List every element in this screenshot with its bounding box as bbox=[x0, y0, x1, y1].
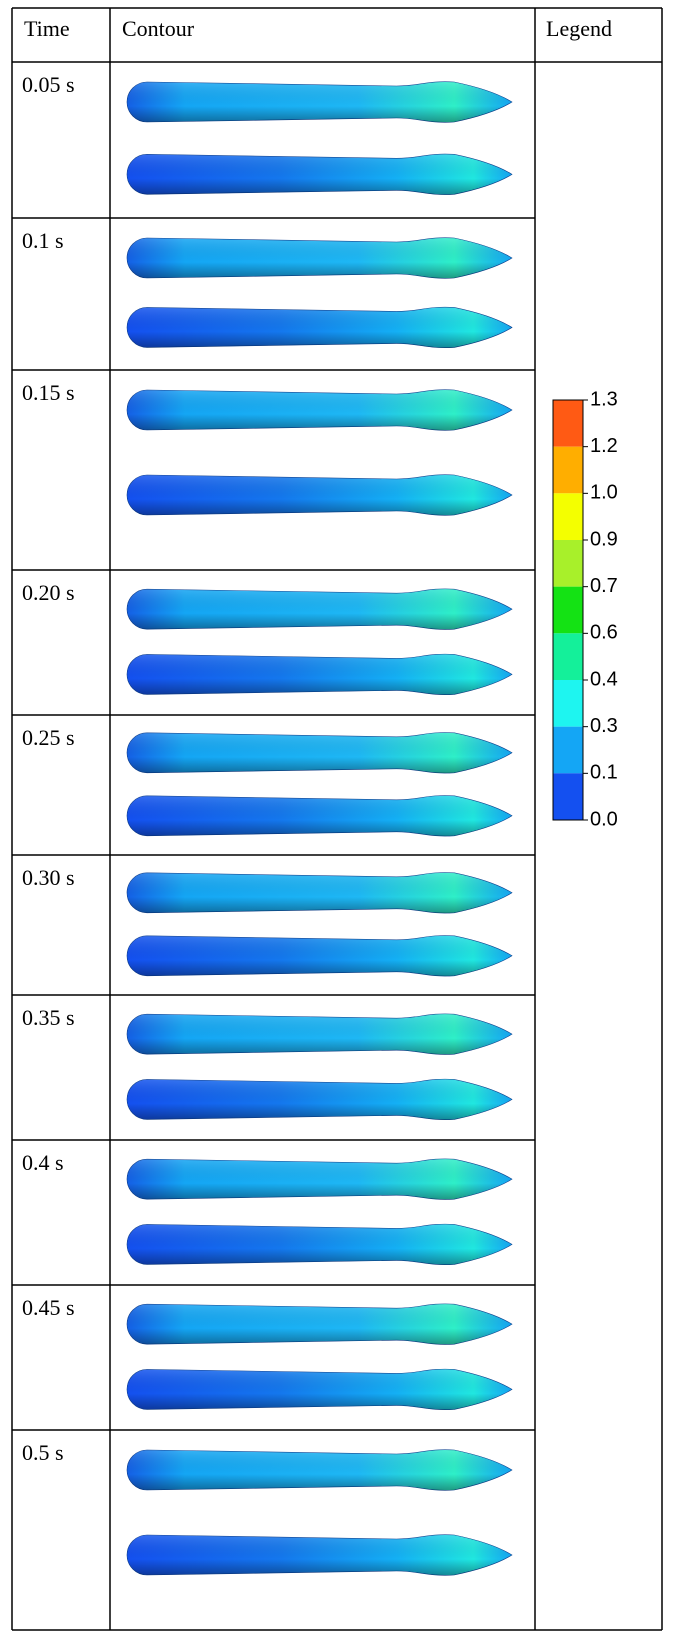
contour-shading bbox=[127, 935, 512, 977]
colorbar-segment bbox=[553, 493, 583, 540]
colorbar-label: 0.4 bbox=[590, 668, 618, 690]
contour-shading bbox=[127, 81, 512, 123]
contour-shading bbox=[127, 872, 512, 914]
contour-shading bbox=[127, 474, 512, 516]
colorbar-segment bbox=[553, 540, 583, 587]
time-label: 0.5 s bbox=[22, 1440, 64, 1465]
colorbar-label: 0.3 bbox=[590, 715, 618, 737]
colorbar-segment bbox=[553, 400, 583, 447]
contour-shading bbox=[127, 389, 512, 431]
time-label: 0.25 s bbox=[22, 725, 75, 750]
time-label: 0.15 s bbox=[22, 380, 75, 405]
time-label: 0.35 s bbox=[22, 1005, 75, 1030]
contour-shading bbox=[127, 732, 512, 774]
contour-shading bbox=[127, 654, 512, 695]
colorbar-label: 0.6 bbox=[590, 622, 618, 644]
contour-shading bbox=[127, 1079, 512, 1120]
contour-shading bbox=[127, 1158, 512, 1200]
contour-shading bbox=[127, 1224, 512, 1265]
colorbar-segment bbox=[553, 633, 583, 680]
contour-shading bbox=[127, 154, 512, 195]
time-label: 0.20 s bbox=[22, 580, 75, 605]
contour-shading bbox=[127, 1369, 512, 1410]
colorbar-label: 0.7 bbox=[590, 575, 618, 597]
colorbar-segment bbox=[553, 726, 583, 774]
contour-shading bbox=[127, 237, 512, 279]
colorbar-segment bbox=[553, 680, 583, 727]
colorbar-label: 0.0 bbox=[590, 808, 618, 830]
colorbar-segment bbox=[553, 773, 583, 820]
colorbar-label: 1.3 bbox=[590, 388, 618, 410]
time-label: 0.05 s bbox=[22, 72, 75, 97]
colorbar-label: 0.1 bbox=[590, 762, 618, 784]
header-legend: Legend bbox=[546, 16, 612, 41]
time-label: 0.45 s bbox=[22, 1295, 75, 1320]
contour-shading bbox=[127, 1449, 512, 1491]
colorbar-label: 1.0 bbox=[590, 482, 618, 504]
colorbar-segment bbox=[553, 586, 583, 634]
header-time: Time bbox=[24, 16, 70, 41]
contour-shading bbox=[127, 588, 512, 630]
contour-shading bbox=[127, 1013, 512, 1055]
time-label: 0.30 s bbox=[22, 865, 75, 890]
contour-shading bbox=[127, 307, 512, 348]
colorbar-segment bbox=[553, 446, 583, 494]
colorbar-frame bbox=[552, 399, 584, 821]
contour-shading bbox=[127, 1534, 512, 1576]
colorbar-label: 0.9 bbox=[590, 528, 618, 550]
contour-shading bbox=[127, 795, 512, 837]
time-label: 0.1 s bbox=[22, 228, 64, 253]
colorbar-label: 1.2 bbox=[590, 435, 618, 457]
time-label: 0.4 s bbox=[22, 1150, 64, 1175]
header-contour: Contour bbox=[122, 16, 195, 41]
contour-shading bbox=[127, 1303, 512, 1345]
